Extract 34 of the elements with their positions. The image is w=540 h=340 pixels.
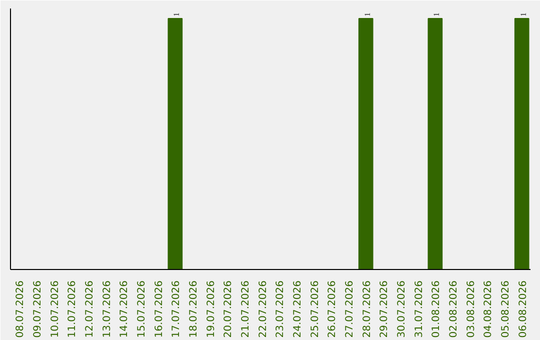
x-tick-label: 10.07.2026	[50, 280, 61, 338]
x-tick-label: 04.08.2026	[483, 280, 494, 338]
x-tick-label: 26.07.2026	[327, 280, 338, 338]
x-tick-label: 22.07.2026	[258, 280, 269, 338]
data-label: 1	[432, 12, 442, 17]
x-tick-label: 23.07.2026	[275, 280, 286, 338]
x-tick-label: 03.08.2026	[466, 280, 477, 338]
x-tick-label: 08.07.2026	[15, 280, 26, 338]
x-tick-label: 30.07.2026	[396, 280, 408, 338]
x-tick-label: 02.08.2026	[448, 280, 460, 338]
x-tick-label: 14.07.2026	[119, 280, 130, 338]
x-tick-label: 17.07.2026	[171, 280, 182, 338]
x-tick-label: 15.07.2026	[136, 280, 148, 338]
x-tick-label: 27.07.2026	[344, 280, 356, 338]
data-label: 1	[362, 12, 372, 17]
x-tick-label: 28.07.2026	[362, 280, 373, 338]
x-tick-label: 31.07.2026	[414, 280, 425, 338]
x-tick-label: 12.07.2026	[84, 280, 96, 338]
x-tick-label: 01.08.2026	[431, 280, 442, 338]
x-tick-label: 19.07.2026	[206, 280, 217, 338]
data-label: 1	[518, 12, 528, 17]
x-tick-label: 29.07.2026	[379, 280, 390, 338]
x-tick-label: 06.08.2026	[518, 280, 529, 338]
x-tick-label: 20.07.2026	[223, 280, 234, 338]
x-tick-label: 05.08.2026	[500, 280, 512, 338]
x-tick-label: 13.07.2026	[102, 280, 113, 338]
x-tick-label: 21.07.2026	[240, 280, 252, 338]
x-tick-label: 16.07.2026	[154, 280, 165, 338]
x-tick-label: 09.07.2026	[32, 280, 44, 338]
data-label: 1	[172, 12, 182, 17]
x-tick-label: 11.07.2026	[67, 280, 78, 338]
x-tick-label: 18.07.2026	[188, 280, 200, 338]
x-tick-label: 25.07.2026	[310, 280, 321, 338]
x-tick-label: 24.07.2026	[292, 280, 304, 338]
